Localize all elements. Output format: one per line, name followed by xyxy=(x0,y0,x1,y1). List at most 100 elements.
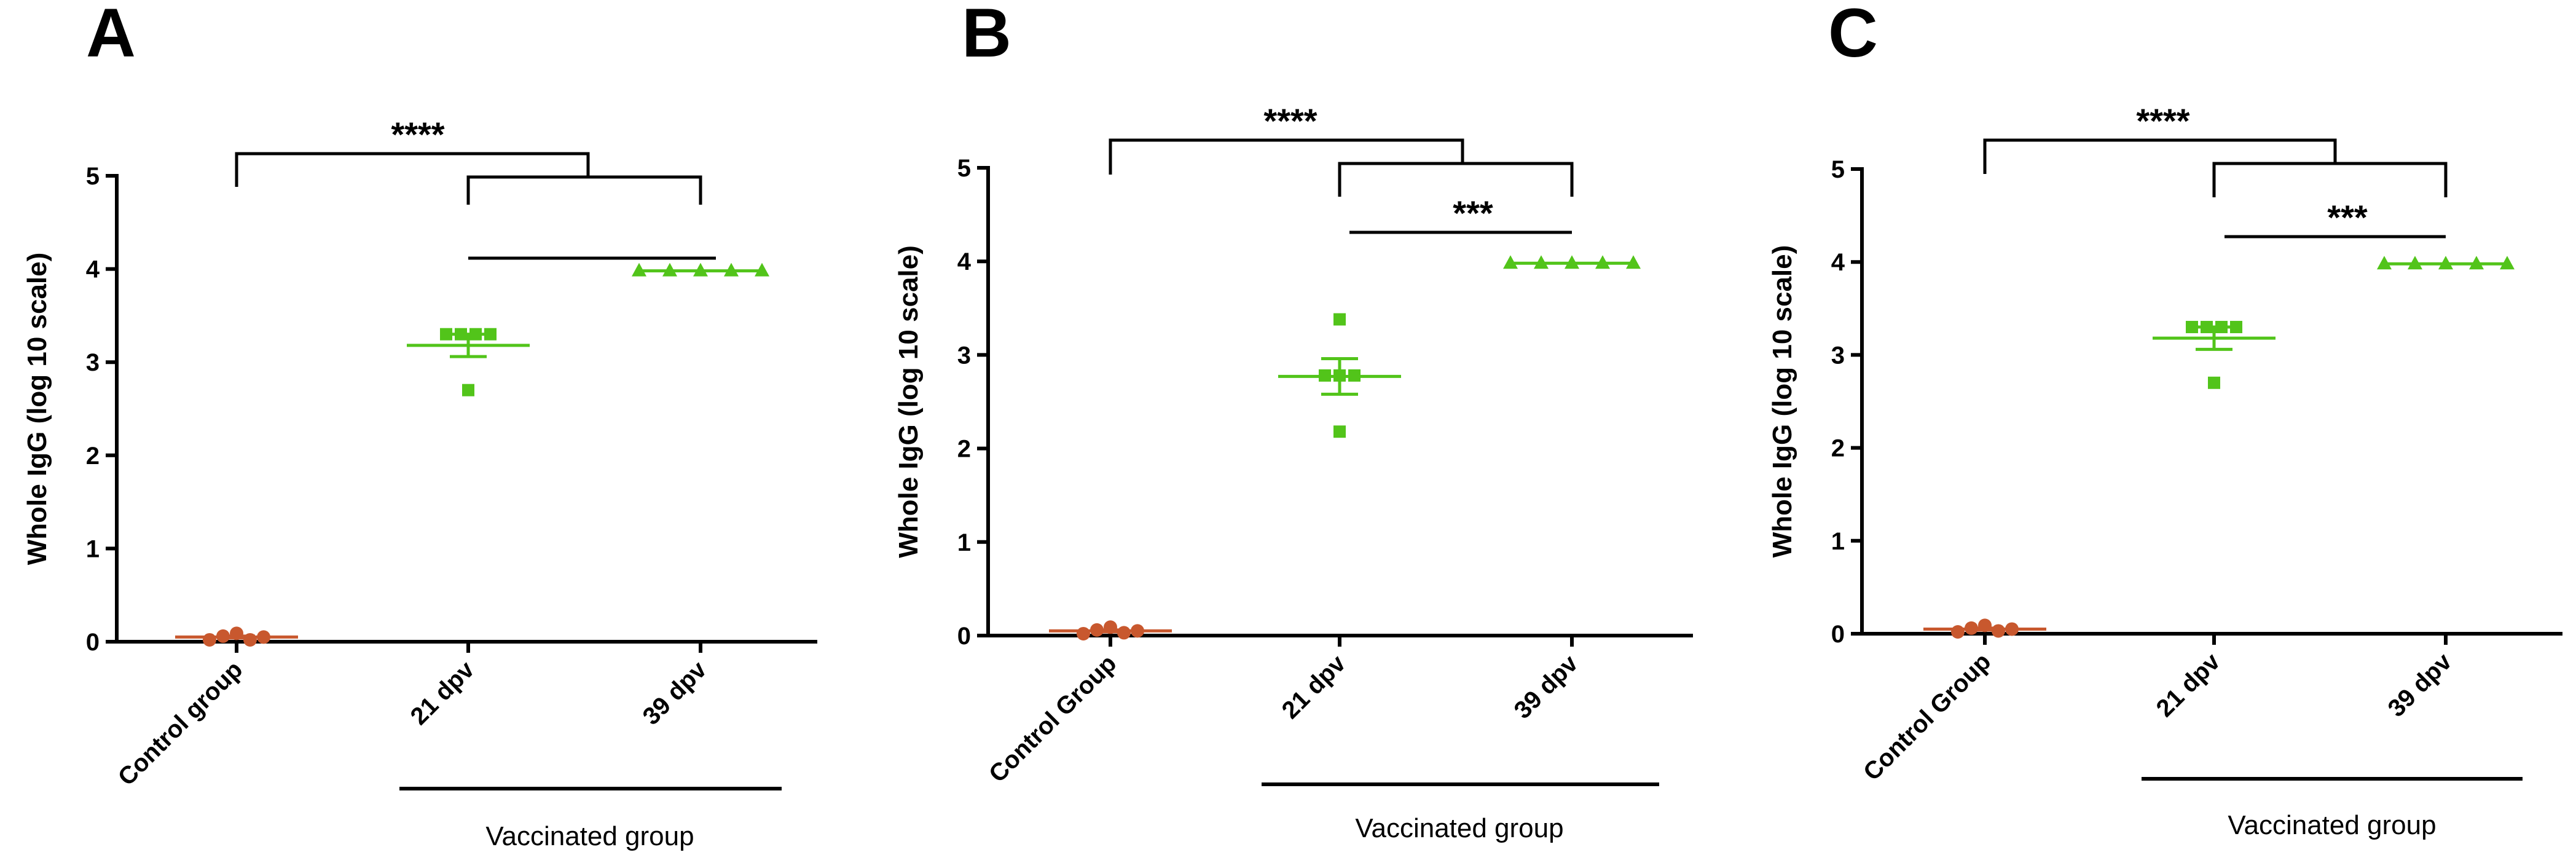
data-point xyxy=(2186,321,2198,334)
significance-bracket xyxy=(466,175,702,205)
data-point xyxy=(1348,369,1361,382)
data-point xyxy=(1626,255,1641,269)
significance-bracket xyxy=(1109,138,1464,175)
data-point xyxy=(1333,313,1346,326)
x-category-label: 21 dpv xyxy=(406,656,480,730)
data-point xyxy=(2438,256,2453,270)
series-1 xyxy=(2153,321,2276,389)
data-point xyxy=(1117,626,1131,640)
data-point xyxy=(632,262,646,277)
data-point xyxy=(1978,618,1992,632)
x-category-label: Control group xyxy=(113,656,248,791)
data-point xyxy=(469,328,482,341)
y-tick-label: 1 xyxy=(957,529,971,556)
data-point xyxy=(1131,624,1144,638)
y-tick-label: 2 xyxy=(957,436,971,463)
group-label: Vaccinated group xyxy=(485,821,694,851)
data-point xyxy=(257,630,270,644)
significance-bracket xyxy=(235,152,590,187)
panel-letter: C xyxy=(1828,0,1878,71)
data-point xyxy=(1965,621,1978,635)
y-tick-label: 4 xyxy=(86,256,100,283)
data-point xyxy=(1077,626,1090,640)
y-axis-label: Whole IgG (log 10 scale) xyxy=(1767,245,1797,558)
y-tick-label: 2 xyxy=(86,443,100,470)
significance-label: *** xyxy=(1453,194,1493,232)
y-axis-label: Whole IgG (log 10 scale) xyxy=(22,253,52,565)
y-tick-label: 0 xyxy=(86,629,100,656)
data-point xyxy=(755,262,769,277)
data-point xyxy=(1951,625,1965,639)
series-2 xyxy=(1503,255,1641,269)
y-tick-label: 0 xyxy=(1831,621,1845,648)
x-category-label: 21 dpv xyxy=(1277,650,1351,724)
y-tick-label: 4 xyxy=(957,248,972,275)
data-point xyxy=(2500,256,2515,270)
data-point xyxy=(484,328,497,341)
series-0 xyxy=(1923,618,2046,639)
y-axis-label: Whole IgG (log 10 scale) xyxy=(893,245,924,558)
significance-label: **** xyxy=(1263,101,1317,140)
data-point xyxy=(2469,256,2484,270)
y-tick-label: 5 xyxy=(1831,156,1845,183)
y-tick-label: 0 xyxy=(957,623,971,650)
data-point xyxy=(1992,624,2005,638)
significance-label: **** xyxy=(2136,101,2189,140)
significance-bracket xyxy=(2212,162,2448,197)
data-point xyxy=(462,384,474,396)
data-point xyxy=(662,262,677,277)
significance-label: *** xyxy=(2327,198,2368,237)
group-label: Vaccinated group xyxy=(1355,813,1563,843)
data-point xyxy=(1090,623,1104,637)
data-point xyxy=(440,328,452,341)
x-category-label: Control Group xyxy=(984,650,1121,787)
significance-bracket xyxy=(1338,162,1574,197)
data-point xyxy=(2215,321,2228,334)
significance-label: **** xyxy=(391,115,444,154)
y-tick-label: 5 xyxy=(957,155,971,182)
data-point xyxy=(2201,321,2213,334)
series-2 xyxy=(632,262,769,277)
panel-c: C 0 1 2 3 4 5 Whole IgG (log 10 scale) Control G… xyxy=(1767,0,2562,840)
y-tick-label: 5 xyxy=(86,163,100,190)
x-category-label: 21 dpv xyxy=(2151,648,2226,722)
data-point xyxy=(1319,369,1331,382)
data-point xyxy=(2230,321,2242,334)
y-tick-label: 3 xyxy=(86,349,100,376)
x-category-label: 39 dpv xyxy=(638,656,712,730)
group-label: Vaccinated group xyxy=(2228,810,2436,840)
panel-letter: B xyxy=(962,0,1011,71)
data-point xyxy=(230,626,243,640)
series-0 xyxy=(1049,620,1172,640)
y-tick-label: 3 xyxy=(1831,342,1845,369)
data-point xyxy=(203,632,216,647)
series-2 xyxy=(2377,256,2515,270)
data-point xyxy=(693,262,708,277)
significance-bracket xyxy=(1983,138,2337,174)
data-point xyxy=(2208,376,2220,389)
series-1 xyxy=(1278,313,1401,438)
y-tick-label: 2 xyxy=(1831,435,1845,462)
series-0 xyxy=(175,626,298,647)
panel-letter: A xyxy=(86,0,136,71)
y-tick-label: 4 xyxy=(1831,249,1845,276)
data-point xyxy=(1595,255,1610,269)
data-point xyxy=(1333,369,1346,382)
x-category-label: 39 dpv xyxy=(1509,650,1584,724)
x-category-label: Control Group xyxy=(1858,648,1996,786)
y-tick-label: 1 xyxy=(1831,528,1845,555)
data-point xyxy=(724,262,739,277)
data-point xyxy=(1565,255,1579,269)
data-point xyxy=(243,632,257,647)
data-point xyxy=(2408,256,2422,270)
data-point xyxy=(2005,622,2019,636)
y-tick-label: 1 xyxy=(86,535,100,562)
x-category-label: 39 dpv xyxy=(2383,648,2457,722)
data-point xyxy=(1534,255,1549,269)
data-point xyxy=(2377,256,2392,270)
data-point xyxy=(216,629,230,643)
data-point xyxy=(1104,620,1117,634)
y-tick-label: 3 xyxy=(957,342,971,369)
panel-b: B 0 1 2 3 4 5 Whole IgG (log 10 scale) Control G… xyxy=(893,0,1693,843)
